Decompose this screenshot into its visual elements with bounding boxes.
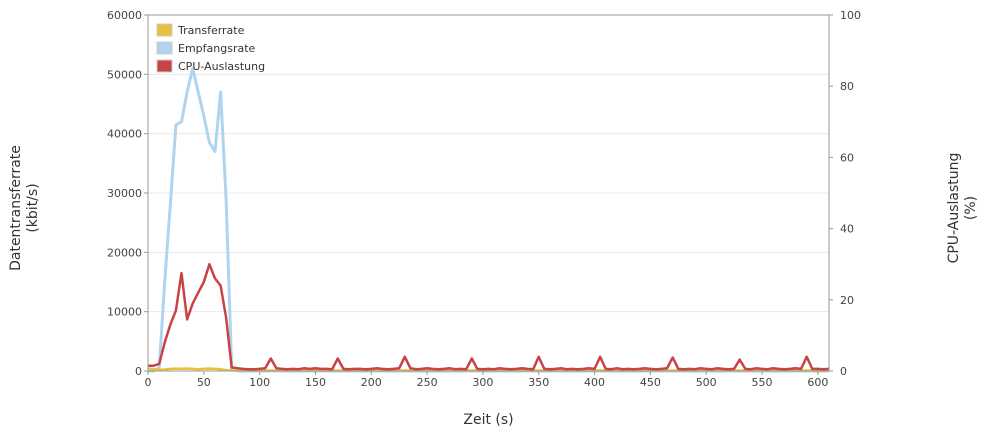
y-right-tick-label: 20 bbox=[840, 294, 854, 307]
y-left-tick-label: 20000 bbox=[107, 246, 142, 259]
x-tick-label: 450 bbox=[640, 376, 661, 389]
series-line-transferrate bbox=[147, 367, 829, 372]
y-left-axis-title: Datentransferrate (kbit/s) bbox=[8, 145, 41, 271]
x-tick-label: 0 bbox=[145, 376, 152, 389]
x-tick-label: 500 bbox=[696, 376, 717, 389]
x-axis-title: Zeit (s) bbox=[463, 412, 513, 428]
x-tick-label: 200 bbox=[361, 376, 382, 389]
legend-swatch-cpu bbox=[156, 59, 173, 73]
legend-swatch-transferrate bbox=[156, 23, 173, 37]
y-left-tick-label: 40000 bbox=[107, 128, 142, 141]
y-right-tick-label: 0 bbox=[840, 365, 847, 378]
x-tick-label: 250 bbox=[417, 376, 438, 389]
y-left-tick-label: 0 bbox=[135, 365, 142, 378]
series-layer bbox=[147, 66, 830, 373]
x-tick-label: 300 bbox=[472, 376, 493, 389]
x-tick-label: 600 bbox=[807, 376, 828, 389]
y-right-axis-title-line1: CPU-Auslastung bbox=[946, 153, 962, 264]
y-left-tick-label: 30000 bbox=[107, 187, 142, 200]
y-left-tick-label: 60000 bbox=[107, 9, 142, 22]
legend-label-empfangsrate: Empfangsrate bbox=[178, 42, 256, 55]
x-axis-ticks: 0 50 100 150 200 250 300 350 400 450 500 550 600 bbox=[145, 371, 828, 389]
y-left-tick-label: 10000 bbox=[107, 306, 142, 319]
legend: Transferrate Empfangsrate CPU-Auslastung bbox=[156, 23, 265, 73]
x-tick-label: 350 bbox=[528, 376, 549, 389]
x-tick-label: 50 bbox=[197, 376, 211, 389]
y-left-axis-title-line1: Datentransferrate bbox=[8, 145, 24, 271]
y-left-axis-ticks: 0 10000 20000 30000 40000 50000 60000 bbox=[107, 9, 148, 378]
y-right-axis-title-line2: (%) bbox=[963, 196, 979, 220]
y-right-tick-label: 60 bbox=[840, 151, 854, 164]
x-tick-label: 550 bbox=[752, 376, 773, 389]
y-right-tick-label: 40 bbox=[840, 223, 854, 236]
x-tick-label: 400 bbox=[584, 376, 605, 389]
x-tick-label: 100 bbox=[249, 376, 270, 389]
legend-label-transferrate: Transferrate bbox=[177, 24, 245, 37]
gridlines bbox=[148, 73, 829, 313]
x-tick-label: 150 bbox=[305, 376, 326, 389]
y-right-tick-label: 80 bbox=[840, 80, 854, 93]
series-line-cpu bbox=[148, 262, 830, 371]
y-left-tick-label: 50000 bbox=[107, 68, 142, 81]
y-right-axis-title: CPU-Auslastung (%) bbox=[946, 153, 979, 264]
series-line-empfangsrate bbox=[148, 66, 829, 373]
y-right-axis-ticks: 0 20 40 60 80 100 bbox=[829, 9, 861, 378]
legend-label-cpu: CPU-Auslastung bbox=[178, 60, 265, 73]
y-right-tick-label: 100 bbox=[840, 9, 861, 22]
legend-swatch-empfangsrate bbox=[156, 41, 173, 55]
y-left-axis-title-line2: (kbit/s) bbox=[25, 183, 41, 232]
